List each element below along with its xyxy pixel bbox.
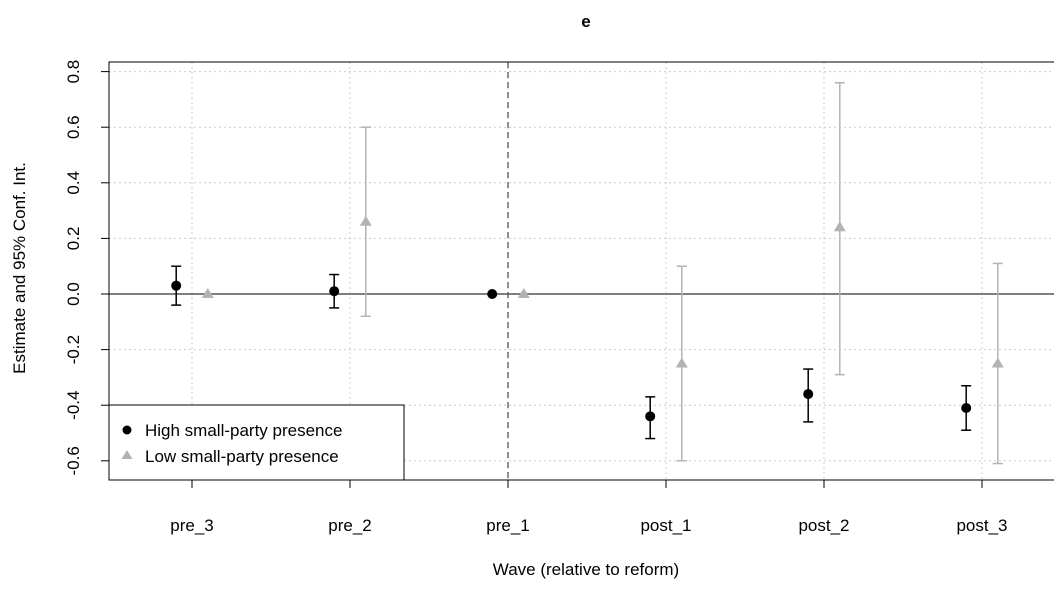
y-tick-label-6: 0.6	[64, 115, 83, 139]
series-high	[171, 265, 972, 440]
x-tick-label-pre_3: pre_3	[170, 516, 213, 535]
x-tick-label-pre_2: pre_2	[328, 516, 371, 535]
y-tick-label-4: 0.2	[64, 227, 83, 251]
legend-marker-high	[122, 425, 132, 435]
data-point-post_1	[675, 357, 688, 368]
plot-frame	[108, 61, 1054, 481]
chart-title: e	[581, 12, 590, 31]
y-tick-label-5: 0.4	[64, 171, 83, 195]
y-tick-label-7: 0.8	[64, 60, 83, 84]
data-point-post_2	[803, 389, 814, 400]
data-point-post_3	[961, 402, 972, 413]
x-tick-label-post_3: post_3	[956, 516, 1007, 535]
data-point-post_2	[833, 221, 846, 232]
legend-label-high: High small-party presence	[145, 421, 342, 440]
y-axis-label: Estimate and 95% Conf. Int.	[10, 162, 29, 374]
x-axis-label: Wave (relative to reform)	[493, 560, 679, 579]
x-tick-label-post_1: post_1	[640, 516, 691, 535]
x-tick-label-post_2: post_2	[798, 516, 849, 535]
y-tick-label-2: -0.2	[64, 335, 83, 364]
data-point-pre_1	[517, 288, 530, 298]
data-point-pre_2	[359, 215, 372, 226]
series-low	[201, 81, 1004, 465]
data-point-post_3	[991, 357, 1004, 368]
data-point-pre_3	[171, 280, 182, 291]
y-tick-label-3: 0.0	[64, 282, 83, 306]
data-point-pre_1	[487, 289, 498, 299]
data-point-pre_3	[201, 288, 214, 298]
legend-label-low: Low small-party presence	[145, 447, 339, 466]
x-tick-label-pre_1: pre_1	[486, 516, 529, 535]
reference-lines	[109, 62, 1054, 480]
y-tick-label-1: -0.4	[64, 391, 83, 420]
legend-box	[108, 404, 405, 481]
legend-marker-low	[121, 450, 133, 459]
axes: pre_3 pre_2 pre_1 post_1 post_2 post_3 -0.6 -0.…	[64, 60, 1008, 535]
data-point-post_1	[645, 411, 656, 422]
data-point-pre_2	[329, 286, 340, 297]
legend: High small-party presence Low small-part…	[108, 404, 405, 481]
y-tick-label-0: -0.6	[64, 446, 83, 475]
series-marks	[171, 81, 1004, 465]
